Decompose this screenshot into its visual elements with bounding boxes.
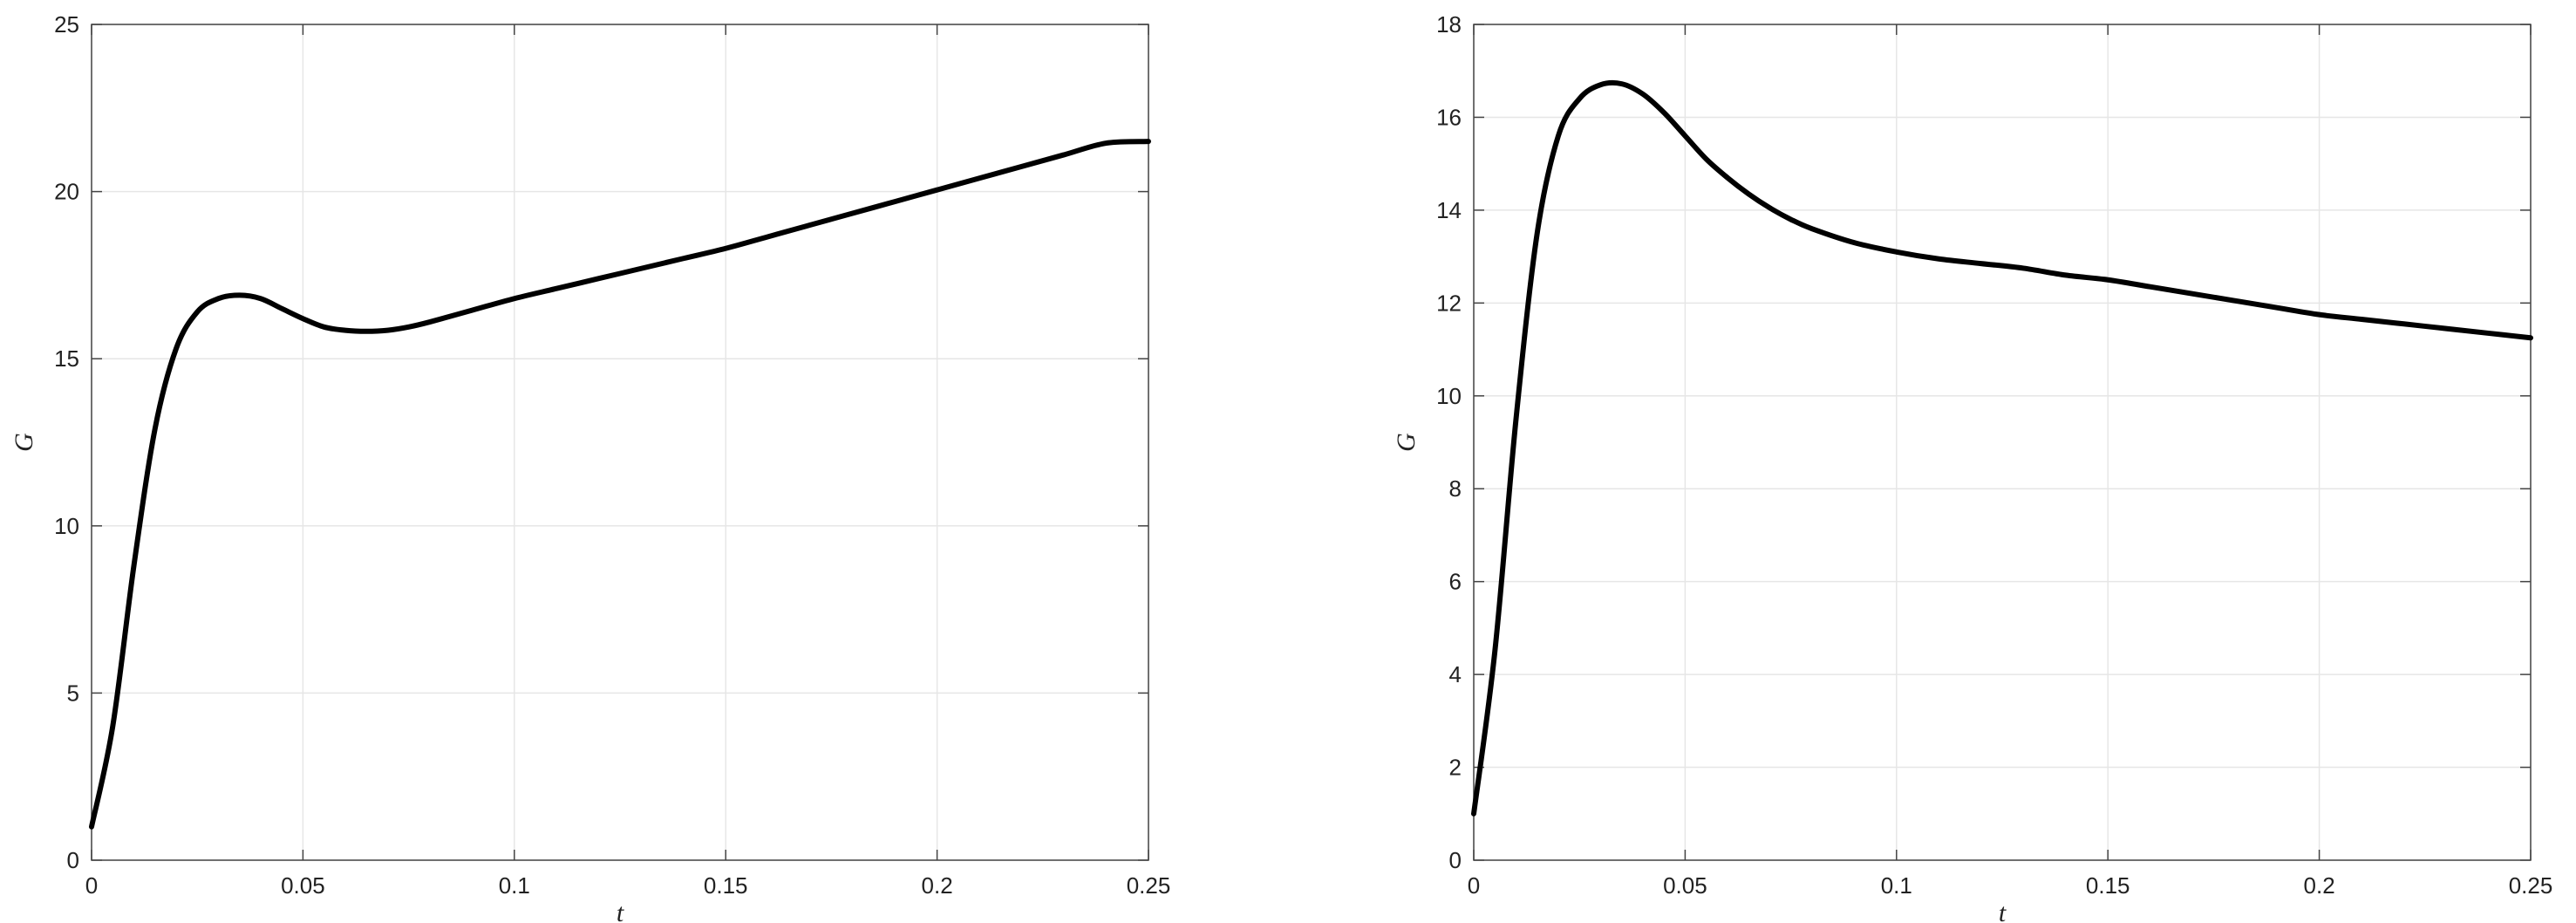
left-axes-box bbox=[91, 24, 1149, 861]
left-y-tick-label: 10 bbox=[54, 513, 79, 539]
left-y-tick-label: 5 bbox=[67, 680, 79, 706]
right-y-tick-label: 4 bbox=[1449, 661, 1462, 687]
right-series-line bbox=[1471, 79, 2533, 817]
left-x-tick-label: 0.1 bbox=[499, 872, 530, 899]
left-ticks: 0 0.05 0.1 0.15 0.2 0.25 0 5 10 15 20 25 bbox=[54, 11, 1170, 899]
right-y-tick-label: 10 bbox=[1436, 383, 1462, 409]
right-axes-box bbox=[1473, 24, 2532, 861]
right-x-tick-label: 0 bbox=[1468, 872, 1480, 899]
left-x-tick-label: 0.05 bbox=[281, 872, 325, 899]
left-series bbox=[89, 139, 1151, 830]
right-x-tick-label: 0.05 bbox=[1663, 872, 1707, 899]
right-x-tick-label: 0.25 bbox=[2509, 872, 2553, 899]
right-y-tick-label: 8 bbox=[1449, 475, 1462, 502]
right-x-axis-label: t bbox=[1999, 899, 2007, 923]
right-chart-panel: 0 0.05 0.1 0.15 0.2 0.25 0 2 4 6 8 10 12 14 16 18 t G bbox=[1392, 11, 2552, 923]
left-chart-panel: 0 0.05 0.1 0.15 0.2 0.25 0 5 10 15 20 25 t G bbox=[10, 11, 1170, 923]
right-y-axis-label: G bbox=[1392, 433, 1421, 452]
left-y-axis-label: G bbox=[10, 433, 38, 452]
right-ticks: 0 0.05 0.1 0.15 0.2 0.25 0 2 4 6 8 10 12 14 16 18 bbox=[1436, 11, 2552, 899]
right-y-tick-label: 12 bbox=[1436, 290, 1462, 316]
right-grid bbox=[1473, 24, 2532, 861]
left-x-axis-label: t bbox=[617, 899, 624, 923]
left-x-tick-label: 0.25 bbox=[1127, 872, 1171, 899]
left-y-tick-label: 0 bbox=[67, 847, 79, 873]
left-x-tick-label: 0.2 bbox=[922, 872, 953, 899]
right-x-tick-label: 0.2 bbox=[2304, 872, 2335, 899]
right-y-tick-label: 16 bbox=[1436, 104, 1462, 130]
left-x-tick-label: 0 bbox=[85, 872, 98, 899]
right-y-tick-label: 14 bbox=[1436, 197, 1462, 223]
right-y-tick-label: 2 bbox=[1449, 755, 1462, 781]
right-x-tick-label: 0.15 bbox=[2086, 872, 2130, 899]
left-y-tick-label: 20 bbox=[54, 179, 79, 205]
right-x-tick-label: 0.1 bbox=[1881, 872, 1912, 899]
left-x-tick-label: 0.15 bbox=[704, 872, 748, 899]
left-y-tick-label: 25 bbox=[54, 11, 79, 38]
left-y-tick-label: 15 bbox=[54, 345, 79, 372]
right-y-tick-label: 6 bbox=[1449, 569, 1462, 595]
left-grid bbox=[91, 24, 1149, 861]
left-series-line bbox=[89, 139, 1151, 830]
right-series bbox=[1471, 79, 2533, 817]
right-y-tick-label: 0 bbox=[1449, 847, 1462, 873]
right-y-tick-label: 18 bbox=[1436, 11, 1462, 38]
